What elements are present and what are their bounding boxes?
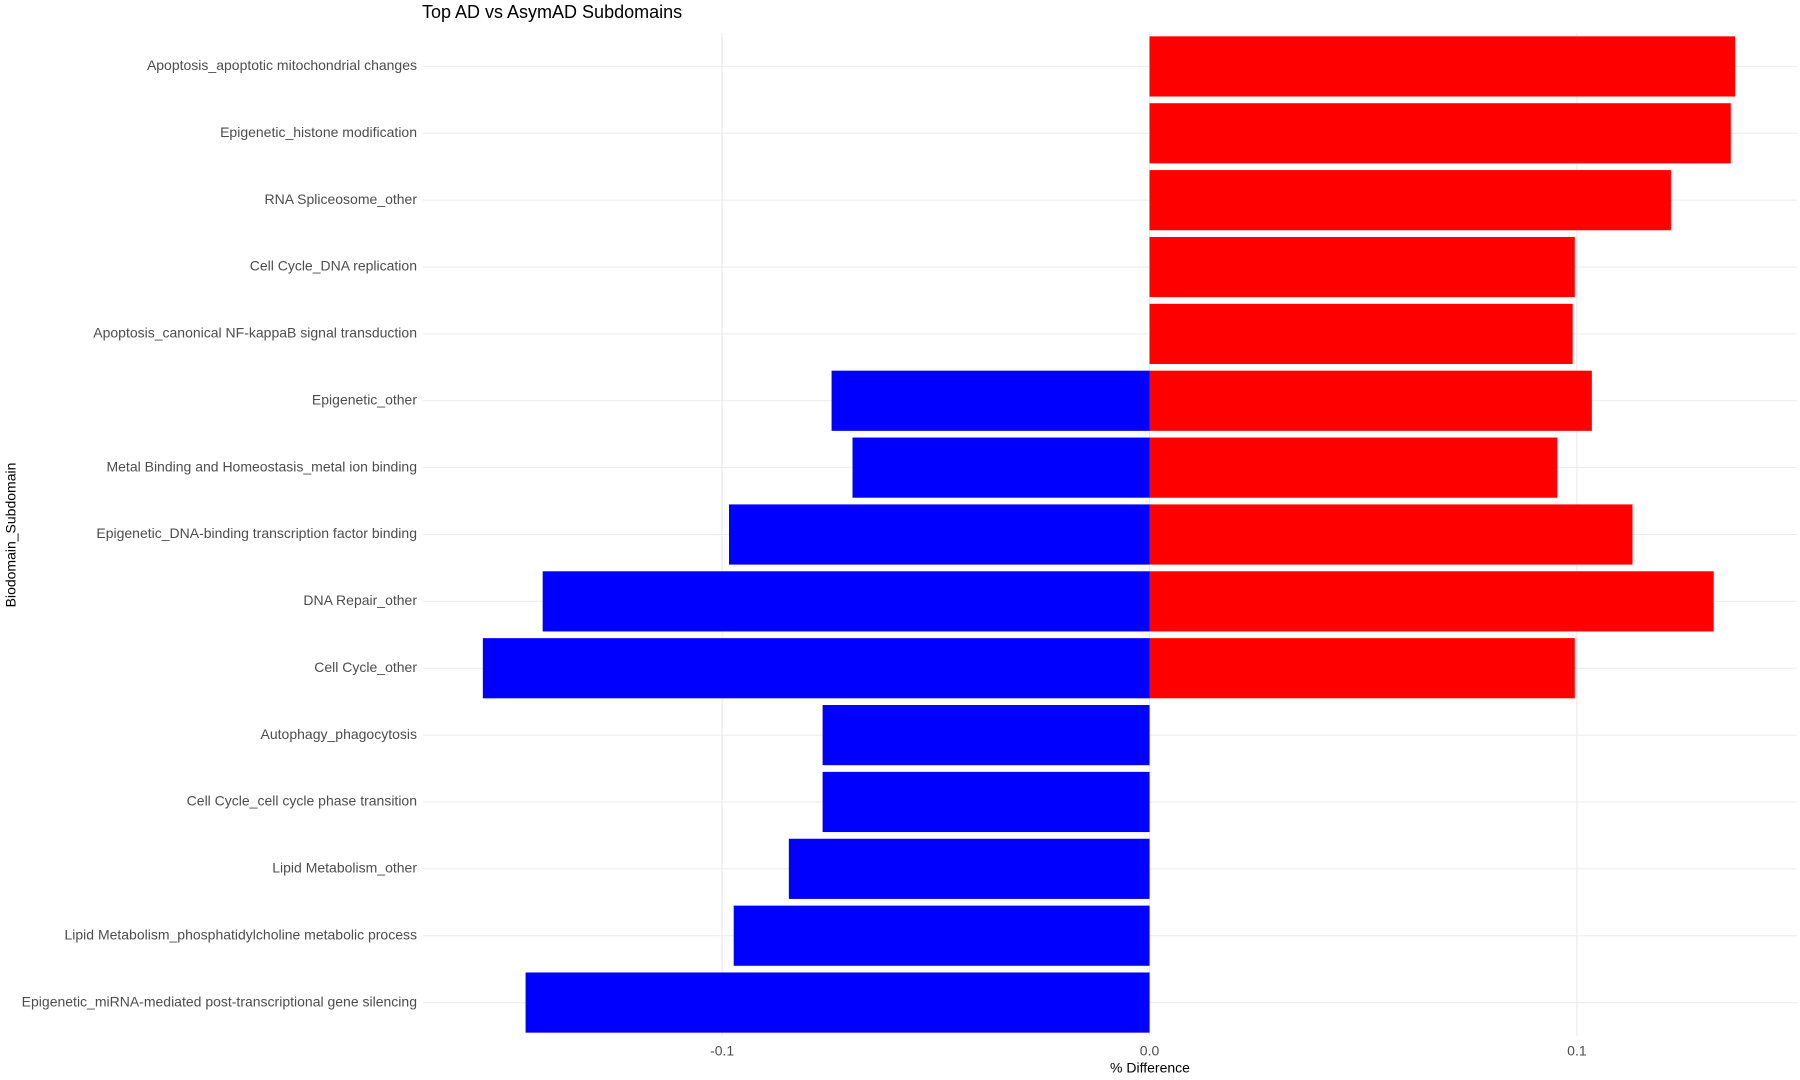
- bar: [822, 705, 1150, 766]
- y-tick-label: Cell Cycle_other: [314, 659, 417, 675]
- bar: [733, 905, 1150, 966]
- bar: [1149, 571, 1714, 632]
- bar: [1149, 236, 1575, 298]
- y-tick-label: Autophagy_phagocytosis: [261, 726, 417, 742]
- y-tick-label: DNA Repair_other: [303, 592, 417, 608]
- bar: [1149, 36, 1736, 97]
- y-tick-label: RNA Spliceosome_other: [264, 191, 417, 207]
- chart-title: Top AD vs AsymAD Subdomains: [422, 2, 682, 22]
- bar: [1149, 504, 1633, 565]
- y-tick-label: Epigenetic_miRNA-mediated post-transcrip…: [22, 993, 417, 1009]
- bar: [1149, 170, 1671, 231]
- bar: [728, 504, 1150, 565]
- y-tick-label: Apoptosis_canonical NF-kappaB signal tra…: [93, 325, 417, 341]
- x-tick-label: -0.1: [710, 1043, 734, 1059]
- bar: [788, 838, 1150, 899]
- y-tick-label: Apoptosis_apoptotic mitochondrial change…: [147, 57, 417, 73]
- bar: [822, 771, 1150, 833]
- bar: [542, 571, 1150, 632]
- bar: [1149, 437, 1558, 498]
- y-tick-label: Epigenetic_DNA-binding transcription fac…: [96, 525, 417, 541]
- y-tick-label: Epigenetic_histone modification: [220, 124, 417, 140]
- bar: [1149, 103, 1731, 164]
- x-tick-label: 0.1: [1567, 1043, 1587, 1059]
- y-tick-label: Cell Cycle_DNA replication: [250, 258, 417, 274]
- bar: [1149, 303, 1573, 364]
- y-tick-label: Epigenetic_other: [312, 391, 417, 407]
- y-tick-label: Cell Cycle_cell cycle phase transition: [187, 793, 417, 809]
- y-tick-label: Lipid Metabolism_phosphatidylcholine met…: [64, 926, 417, 942]
- bar: [482, 638, 1150, 699]
- y-tick-label: Lipid Metabolism_other: [272, 860, 417, 876]
- bar: [1149, 370, 1592, 431]
- bar: [852, 437, 1150, 498]
- plot-area: [482, 36, 1736, 1033]
- x-axis-title: % Difference: [1110, 1060, 1190, 1076]
- bar: [1149, 638, 1575, 699]
- y-tick-label: Metal Binding and Homeostasis_metal ion …: [106, 458, 417, 474]
- x-tick-label: 0.0: [1140, 1043, 1160, 1059]
- bar: [525, 972, 1150, 1033]
- bar: [831, 370, 1150, 431]
- y-axis-title: Biodomain_Subdomain: [3, 463, 19, 608]
